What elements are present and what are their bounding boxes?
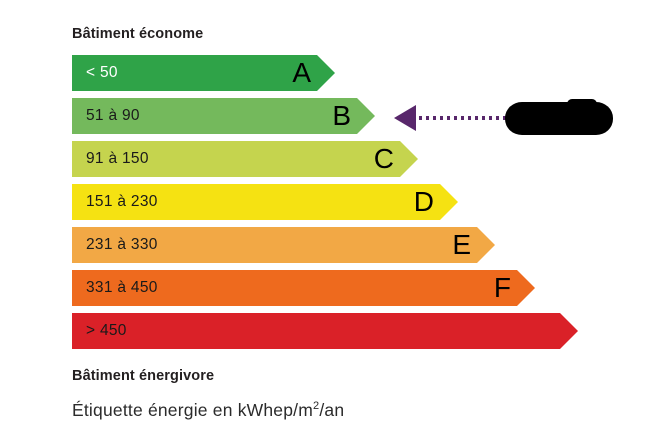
bar-range-label: < 50	[86, 64, 118, 81]
bar-shape	[72, 313, 578, 349]
bar-class-letter: F	[493, 272, 511, 303]
bar-shape	[72, 184, 458, 220]
energy-class-bar-d: 151 à 230 D	[72, 184, 458, 220]
energy-class-bar-c: 91 à 150 C	[72, 141, 418, 177]
bar-range-label: 151 à 230	[86, 193, 158, 210]
unit-caption-suffix: /an	[319, 400, 345, 420]
energy-class-bar-g: > 450	[72, 313, 578, 349]
scale-top-caption: Bâtiment économe	[72, 26, 204, 42]
bar-range-label: 51 à 90	[86, 107, 140, 124]
bar-shape	[72, 270, 535, 306]
bar-class-letter: B	[332, 100, 351, 131]
energy-class-bar-f: 331 à 450 F	[72, 270, 535, 306]
bar-shape	[72, 98, 375, 134]
energy-class-bar-e: 231 à 330 E	[72, 227, 495, 263]
bar-range-label: > 450	[86, 322, 127, 339]
unit-caption-exponent: 2	[313, 400, 320, 413]
bar-class-letter: E	[452, 229, 471, 260]
bar-shape	[72, 227, 495, 263]
unit-caption: Étiquette énergie en kWhep/m2/an	[72, 400, 344, 421]
energy-class-bar-a: < 50 A	[72, 55, 335, 91]
energy-class-bar-b: 51 à 90 B	[72, 98, 375, 134]
scale-bottom-caption: Bâtiment énergivore	[72, 368, 215, 384]
bar-class-letter: D	[413, 186, 434, 217]
unit-caption-prefix: Étiquette énergie en kWhep/m	[72, 400, 314, 420]
bar-range-label: 331 à 450	[86, 279, 158, 296]
bar-shape	[72, 141, 418, 177]
bar-class-letter: A	[292, 57, 311, 88]
bar-range-label: 231 à 330	[86, 236, 158, 253]
bar-shape	[72, 55, 335, 91]
bar-class-letter: C	[373, 143, 394, 174]
bar-range-label: 91 à 150	[86, 150, 149, 167]
